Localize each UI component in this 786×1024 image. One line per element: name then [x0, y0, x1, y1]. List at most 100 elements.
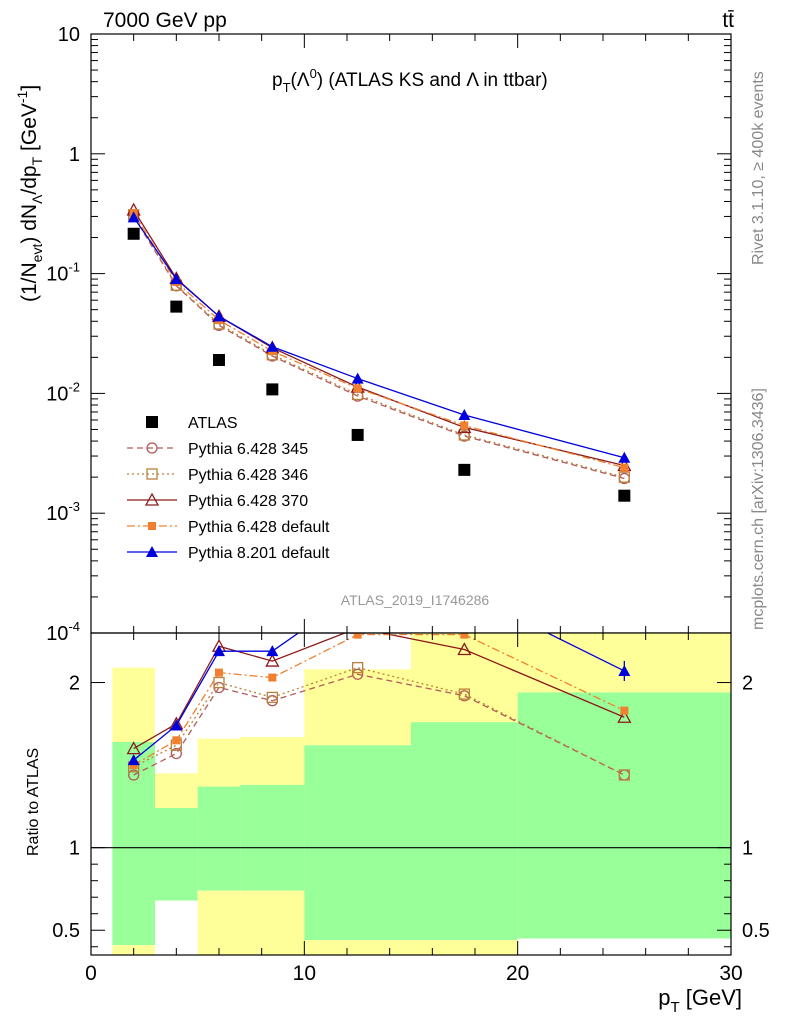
- band-gap: [155, 900, 198, 955]
- ratio-y-tick-label: 1: [69, 838, 80, 860]
- ratio-point: [172, 736, 181, 745]
- legend-entry: Pythia 6.428 370: [127, 492, 308, 510]
- x-tick-label: 30: [719, 962, 742, 985]
- series-pythia-6-428-default: [129, 209, 629, 472]
- y-tick-label: 10-2: [46, 379, 80, 405]
- data-point: [127, 211, 140, 223]
- main-plot-panel: 10 1 10-1 10-2 10-3 10-4 ATLAS Pythia 6.428 345…: [46, 24, 732, 645]
- data-point: [266, 383, 279, 396]
- ratio-point: [617, 709, 632, 723]
- ratio-point: [128, 769, 140, 781]
- energy-label: 7000 GeV pp: [103, 9, 227, 32]
- uncertainty-band-green: [240, 784, 305, 891]
- legend-entry: Pythia 6.428 345: [127, 441, 308, 458]
- data-point: [351, 372, 364, 384]
- uncertainty-band-yellow: [197, 738, 241, 787]
- data-point: [458, 429, 470, 441]
- x-axis-label: pT [GeV]: [658, 985, 742, 1016]
- ratio-y-tick-label: 1: [742, 838, 753, 860]
- uncertainty-band-green: [112, 741, 155, 946]
- data-point: [458, 463, 471, 476]
- uncertainty-band-yellow: [112, 667, 155, 742]
- analysis-id-label: ATLAS_2019_I1746286: [341, 592, 490, 608]
- ratio-point: [213, 645, 225, 657]
- y-tick-label: 10-1: [46, 260, 80, 286]
- ratio-point: [170, 719, 183, 731]
- mcplots-label: mcplots.cern.ch [arXiv:1306.3436]: [750, 388, 767, 630]
- legend-entry: Pythia 6.428 346: [127, 467, 308, 484]
- ratio-point: [213, 676, 225, 689]
- legend: ATLAS Pythia 6.428 345 Pythia 6.428 346 Pyt…: [127, 415, 330, 562]
- y-tick-label: 1: [69, 144, 80, 166]
- ratio-plot-panel: 0.5 0.51 12 20 10 20 30: [52, 632, 770, 985]
- legend-label: Pythia 8.201 default: [188, 545, 330, 562]
- legend-marker: [148, 522, 156, 530]
- ratio-y-tick-label: 2: [742, 673, 753, 695]
- ratio-point: [268, 673, 277, 682]
- ratio-line: [133, 673, 625, 776]
- ratio-y-tick-label: 0.5: [52, 920, 80, 942]
- ratio-series-pythia-6-428-346: [128, 662, 630, 781]
- rivet-label: Rivet 3.1.10, ≥ 400k events: [750, 71, 767, 265]
- data-point: [170, 300, 183, 313]
- ratio-y-tick-label: 0.5: [742, 920, 770, 942]
- plot-title: pT(Λ0) (ATLAS KS and Λ in ttbar): [272, 66, 548, 95]
- y-axis-label: (1/Nevt) dNΛ/dpT [GeV-1]: [14, 85, 45, 302]
- legend-label: Pythia 6.428 default: [188, 519, 330, 536]
- uncertainty-band-green: [411, 722, 518, 941]
- ratio-point: [352, 668, 364, 680]
- data-point: [618, 489, 631, 502]
- x-tick-label: 0: [85, 962, 97, 985]
- data-point: [460, 421, 469, 430]
- data-point: [618, 471, 630, 483]
- data-point: [620, 463, 629, 472]
- ratio-point: [457, 642, 472, 656]
- series-atlas: [127, 227, 631, 502]
- ratio-point: [265, 653, 280, 667]
- ratio-point: [350, 633, 365, 634]
- ratio-series-pythia-6-428-default: [129, 633, 629, 770]
- uncertainty-band-green: [197, 786, 241, 891]
- ratio-point: [620, 706, 629, 715]
- legend-label: Pythia 6.428 370: [188, 493, 308, 510]
- data-point: [266, 340, 279, 352]
- legend-marker: [144, 492, 160, 506]
- data-point: [353, 384, 362, 393]
- ratio-y-tick-label: 2: [69, 673, 80, 695]
- legend-marker: [146, 546, 158, 557]
- y-tick-label: 10-3: [46, 499, 80, 525]
- data-point: [458, 409, 471, 421]
- ratio-point: [458, 688, 470, 700]
- ratio-point: [127, 754, 140, 766]
- ratio-point: [170, 747, 182, 760]
- data-point: [618, 451, 631, 463]
- ratio-point: [215, 668, 223, 677]
- uncertainty-band-yellow: [304, 669, 411, 746]
- ratio-plot-frame: [90, 632, 732, 956]
- uncertainty-band-yellow: [411, 940, 518, 955]
- ratio-point: [266, 691, 278, 704]
- y-tick-label: 10-4: [46, 619, 80, 645]
- ratio-point: [618, 769, 630, 781]
- uncertainty-band-yellow: [240, 737, 305, 785]
- uncertainty-band-yellow: [197, 890, 241, 955]
- data-point: [127, 227, 140, 240]
- y-tick-label: 10: [58, 24, 80, 46]
- data-point: [351, 428, 364, 441]
- series-line: [133, 216, 625, 480]
- legend-label: Pythia 6.428 345: [188, 441, 308, 458]
- legend-entry: ATLAS: [146, 415, 238, 432]
- data-point: [213, 310, 225, 322]
- uncertainty-band-green: [304, 745, 411, 941]
- legend-marker: [146, 416, 158, 428]
- ratio-y-label: Ratio to ATLAS: [25, 748, 42, 856]
- x-tick-label: 10: [293, 962, 316, 985]
- process-label: tt̄: [722, 9, 734, 32]
- uncertainty-band-green: [155, 808, 198, 901]
- legend-marker: [146, 442, 158, 454]
- legend-entry: Pythia 8.201 default: [127, 545, 330, 562]
- uncertainty-band-green: [517, 692, 731, 939]
- series-pythia-8-201-default: [127, 211, 631, 463]
- ratio-point: [353, 633, 362, 639]
